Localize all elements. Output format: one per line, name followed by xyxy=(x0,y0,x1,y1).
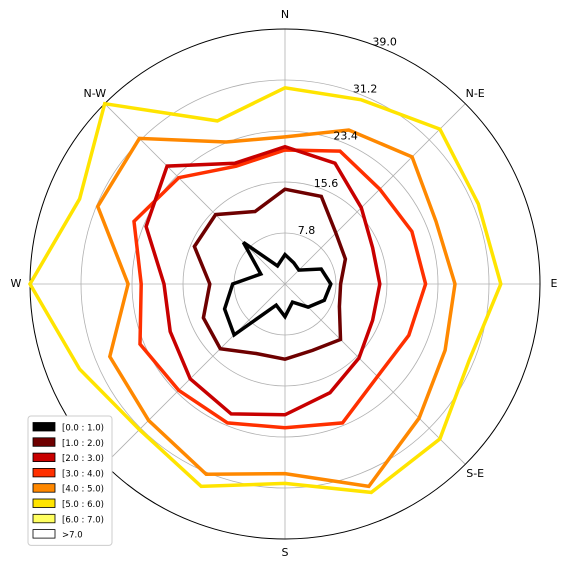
direction-label: S xyxy=(282,546,289,559)
legend-swatch xyxy=(32,529,56,539)
legend-label: [1.0 : 2.0) xyxy=(62,439,104,449)
legend-swatch xyxy=(32,513,56,524)
radial-tick-label: 31.2 xyxy=(353,83,378,96)
direction-label: N xyxy=(281,8,289,21)
legend: [0.0 : 1.0) [1.0 : 2.0) [2.0 : 3.0) [3.0 : … xyxy=(27,415,113,546)
radial-tick-label: 39.0 xyxy=(372,35,397,48)
legend-label: [0.0 : 1.0) xyxy=(62,424,104,434)
radial-tick-label: 23.4 xyxy=(333,130,358,143)
grid-spoke xyxy=(104,283,286,465)
legend-swatch xyxy=(32,437,56,447)
direction-label: N-E xyxy=(466,87,485,100)
direction-label: S-E xyxy=(466,467,484,480)
series-line-4-0-5-0 xyxy=(95,128,457,489)
series-line-1-0-2-0 xyxy=(192,187,348,362)
radial-tick-label: 7.8 xyxy=(298,224,316,237)
legend-label: [6.0 : 7.0) xyxy=(62,515,104,525)
direction-label: N-W xyxy=(83,87,106,100)
legend-swatch xyxy=(32,467,56,478)
grid-spoke xyxy=(104,103,286,285)
legend-swatch xyxy=(32,422,56,432)
legend-swatch xyxy=(32,483,56,493)
series-line-5-0-6-0 xyxy=(27,85,503,495)
legend-label: [4.0 : 5.0) xyxy=(62,485,104,495)
series-line-3-0-4-0 xyxy=(132,148,428,430)
legend-swatch xyxy=(32,498,56,508)
direction-label: W xyxy=(11,277,22,290)
series-line-0-0-1-0 xyxy=(222,240,333,338)
legend-box xyxy=(27,415,113,546)
grid-spoke xyxy=(284,103,466,285)
legend-label: [2.0 : 3.0) xyxy=(62,454,104,464)
legend-label: >7.0 xyxy=(62,531,83,541)
series-line-2-0-3-0 xyxy=(144,144,382,417)
grid-spoke xyxy=(284,283,466,465)
wind-series xyxy=(27,85,503,495)
legend-label: [3.0 : 4.0) xyxy=(62,469,104,479)
direction-label: E xyxy=(551,277,558,290)
radial-tick-label: 15.6 xyxy=(314,177,339,190)
legend-label: [5.0 : 6.0) xyxy=(62,500,104,510)
legend-swatch xyxy=(32,452,56,463)
